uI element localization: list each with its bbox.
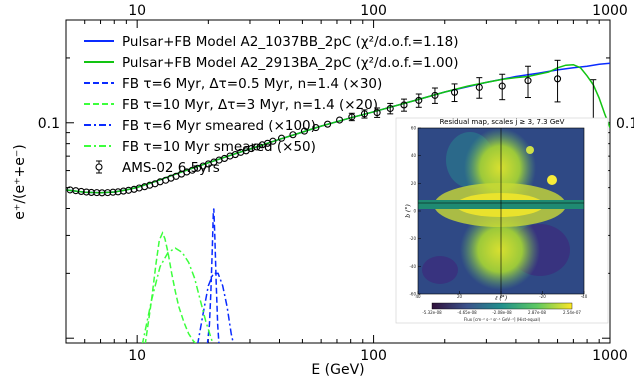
data-point [360, 110, 369, 118]
data-point [119, 187, 128, 195]
inset-colorbar-label: Flux [cm⁻² s⁻¹ sr⁻¹ GeV⁻¹] (Hist-equal) [464, 317, 541, 322]
data-point [336, 116, 344, 124]
legend-entry-6: FB τ=10 Myr smeared (×50) [122, 139, 316, 155]
inset-colorbar-tick-label: 2.54e-07 [563, 310, 581, 315]
data-point [373, 109, 381, 117]
inset-y-tick-label: 20 [411, 181, 417, 186]
legend-entry-7: AMS-02 6.5yrs [122, 160, 220, 176]
data-point [324, 120, 332, 128]
y-axis-label: e⁺/(e⁺+e⁻) [12, 144, 28, 219]
inset-x-tick-label: 20 [457, 294, 463, 299]
series-line-3 [206, 208, 220, 343]
legend-entry-4: FB τ=10 Myr, Δτ=3 Myr, n=1.4 (×20) [122, 97, 378, 113]
inset-y-tick-label: 60 [411, 126, 417, 131]
data-points-layer [66, 59, 597, 208]
inset-title: Residual map, scales j ≥ 3, 7.3 GeV [440, 118, 565, 126]
inset-y-tick-label: 40 [411, 153, 417, 158]
inset-x-tick-label: -20 [539, 294, 546, 299]
x-tick-label-bottom: 100 [360, 348, 387, 364]
inset-y-tick-label: -40 [409, 264, 416, 269]
inset-y-tick-label: -60 [409, 292, 416, 297]
data-point [109, 188, 117, 196]
data-point [289, 131, 297, 139]
data-point [77, 187, 85, 195]
data-point [269, 137, 277, 145]
series-line-4 [144, 231, 197, 343]
x-tick-label-bottom: 1000 [592, 348, 628, 364]
inset-x-tick-label: 40 [415, 294, 421, 299]
x-axis-label: E (GeV) [311, 362, 364, 378]
legend-entry-2: Pulsar+FB Model A2_2913BA_2pC (χ²/d.o.f.… [122, 55, 458, 71]
data-point [450, 88, 459, 96]
inset-ticks: 40 20 0 -20 -40 60 40 20 0 -20 -40 -60 [409, 126, 587, 300]
legend-marker-point [95, 163, 103, 171]
data-point [386, 104, 394, 113]
inset-y-tick-label: -20 [409, 236, 416, 241]
plot-frame [65, 19, 611, 344]
data-point [104, 189, 112, 197]
data-point [524, 77, 532, 85]
data-point [82, 188, 90, 196]
inset-map [417, 127, 585, 295]
inset-x-label: ℓ (°) [495, 295, 508, 302]
x-tick-label-top: 100 [360, 3, 387, 19]
data-point [554, 75, 562, 83]
x-tick-label-bottom: 10 [128, 348, 146, 364]
inset-colorbar-ticks: -5.32e-08 -4.65e-08 -2.08e-08 2.87e-08 2.54e… [422, 310, 581, 315]
data-point [312, 124, 320, 132]
data-point [348, 113, 356, 121]
inset-colorbar-tick-label: -2.08e-08 [492, 310, 512, 315]
inset-colorbar [431, 302, 573, 310]
inset-colorbar-tick-label: -5.32e-08 [422, 310, 442, 315]
data-point [130, 185, 138, 193]
x-tick-label-top: 1000 [592, 3, 628, 19]
legend: Pulsar+FB Model A2_1037BB_2pC (χ²/d.o.f.… [84, 34, 459, 176]
inset-residual-map: Residual map, scales j ≥ 3, 7.3 GeV 40 20… [395, 117, 609, 324]
legend-entry-5: FB τ=6 Myr smeared (×100) [122, 118, 316, 134]
inset-colorbar-tick-label: 2.87e-08 [528, 310, 546, 315]
inset-x-tick-label: 0 [500, 294, 503, 299]
data-point [415, 96, 423, 104]
data-point [400, 101, 408, 109]
inset-y-tick-label: 0 [413, 209, 416, 214]
inset-x-tick-label: -40 [581, 294, 588, 299]
y-tick-label-right: 0.1 [616, 116, 634, 132]
x-tick-label-top: 10 [128, 3, 146, 19]
inset-y-label: b (°) [405, 204, 412, 218]
series-line-6 [141, 247, 214, 343]
axis-ticks: 10 10 100 100 1000 1000 0.1 0.1 [38, 3, 634, 364]
data-point [300, 127, 308, 135]
y-tick-label-left: 0.1 [38, 116, 60, 132]
data-point [475, 83, 483, 91]
data-point [93, 189, 101, 197]
data-point [277, 134, 286, 142]
inset-colorbar-tick-label: -4.65e-08 [457, 310, 477, 315]
legend-entry-3: FB τ=6 Myr, Δτ=0.5 Myr, n=1.4 (×30) [122, 76, 382, 92]
series-line-5 [197, 272, 235, 343]
data-point [498, 82, 506, 90]
legend-entry-1: Pulsar+FB Model A2_1037BB_2pC (χ²/d.o.f.… [122, 34, 459, 50]
data-point [431, 91, 439, 99]
